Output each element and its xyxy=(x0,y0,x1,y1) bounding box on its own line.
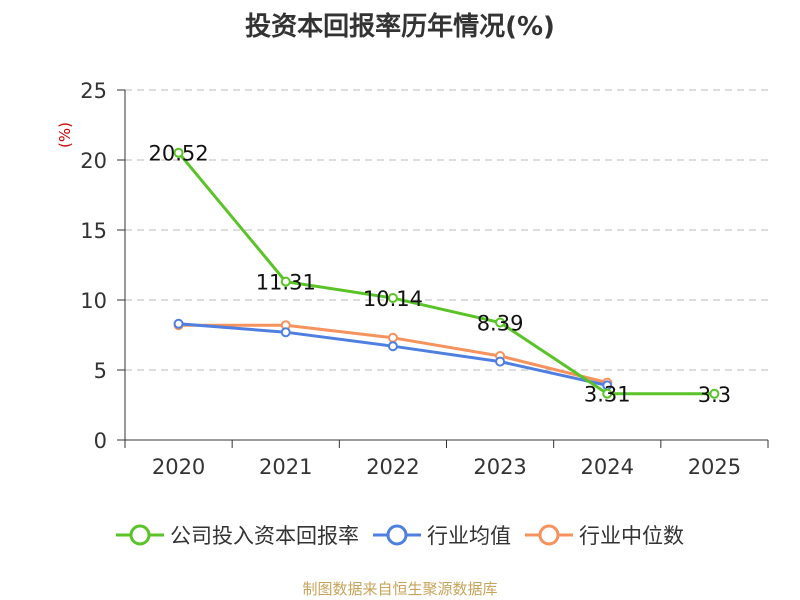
legend-item-industry-average[interactable]: 行业均值 xyxy=(373,520,511,550)
y-tick-label: 0 xyxy=(94,429,107,453)
x-tick-label: 2021 xyxy=(259,455,312,479)
data-point xyxy=(280,327,291,338)
legend-label-industry-average: 行业均值 xyxy=(427,524,511,548)
data-label: 3.31 xyxy=(584,383,631,407)
data-point xyxy=(495,356,506,367)
legend-label-company: 公司投入资本回报率 xyxy=(170,524,359,548)
y-tick-label: 10 xyxy=(80,289,107,313)
data-label: 11.31 xyxy=(256,271,316,295)
data-source-note: 制图数据来自恒生聚源数据库 xyxy=(302,580,498,598)
x-tick-label: 2025 xyxy=(688,455,741,479)
legend-item-company[interactable]: 公司投入资本回报率 xyxy=(116,520,359,550)
data-label: 3.3 xyxy=(698,383,731,407)
chart-title: 投资本回报率历年情况(%) xyxy=(245,12,555,42)
data-point xyxy=(173,318,184,329)
y-tick-label: 20 xyxy=(80,149,107,173)
data-point xyxy=(280,276,291,287)
series-line xyxy=(177,151,715,396)
data-label: 8.39 xyxy=(477,312,524,336)
legend-marker-company xyxy=(116,524,164,546)
data-point xyxy=(387,293,398,304)
data-point xyxy=(602,388,613,399)
y-tick-label: 5 xyxy=(94,359,107,383)
x-tick-label: 2023 xyxy=(473,455,526,479)
y-tick-label: 25 xyxy=(80,79,107,103)
legend-marker-industry-median xyxy=(525,524,573,546)
x-tick-label: 2022 xyxy=(366,455,419,479)
data-point xyxy=(387,332,398,343)
data-point xyxy=(709,388,720,399)
data-point xyxy=(387,341,398,352)
legend-marker-industry-average xyxy=(373,524,421,546)
data-point xyxy=(495,317,506,328)
legend-item-industry-median[interactable]: 行业中位数 xyxy=(525,520,684,550)
x-tick-label: 2024 xyxy=(581,455,634,479)
data-label: 10.14 xyxy=(363,287,423,311)
x-tick-label: 2020 xyxy=(152,455,205,479)
data-label: 20.52 xyxy=(149,142,209,166)
data-point xyxy=(173,147,184,158)
legend-label-industry-median: 行业中位数 xyxy=(579,524,684,548)
legend: 公司投入资本回报率 行业均值 行业中位数 xyxy=(0,520,800,550)
y-tick-label: 15 xyxy=(80,219,107,243)
